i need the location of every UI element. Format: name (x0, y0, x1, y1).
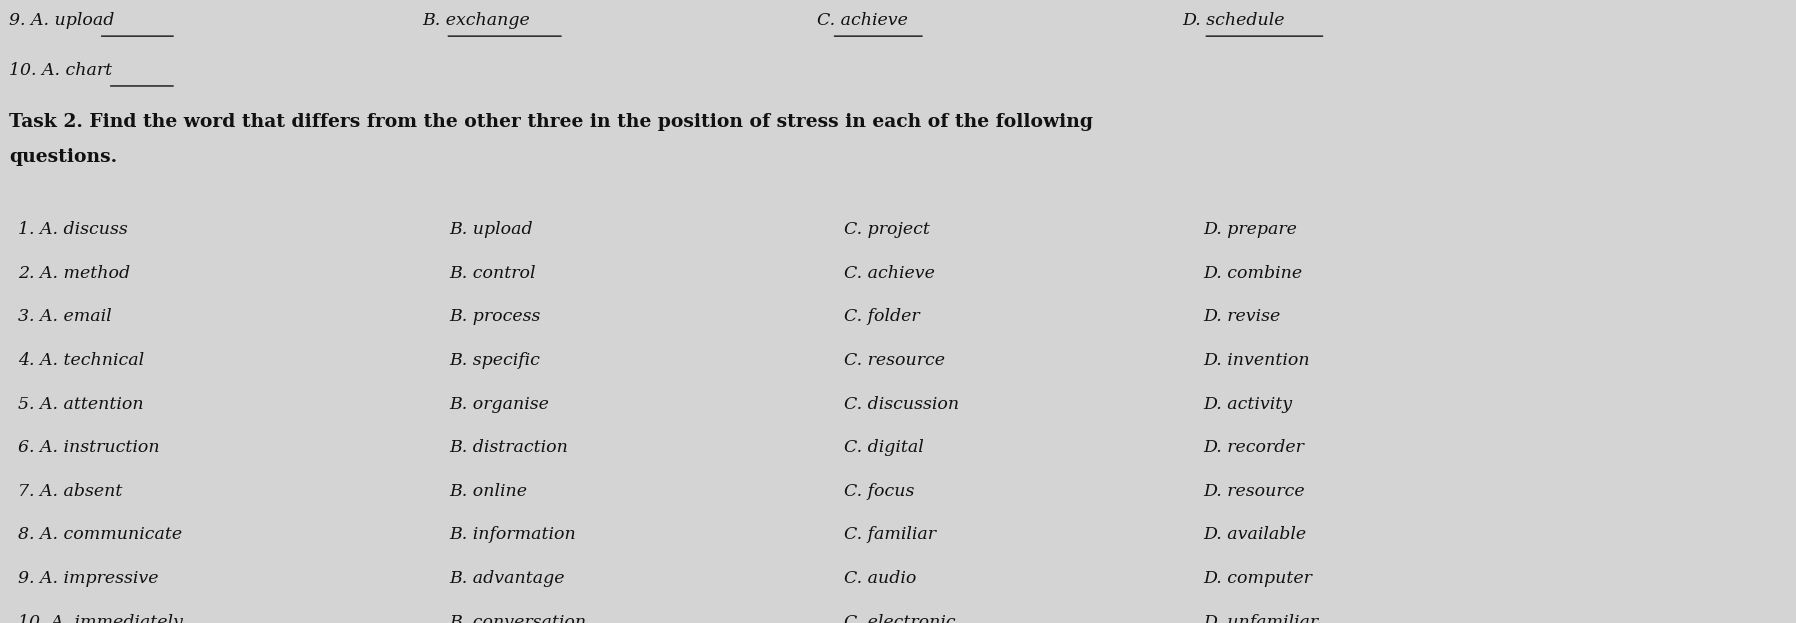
Text: B. organise: B. organise (449, 396, 550, 412)
Text: D. recorder: D. recorder (1203, 439, 1304, 456)
Text: C. folder: C. folder (844, 308, 920, 325)
Text: D. unfamiliar: D. unfamiliar (1203, 614, 1318, 623)
Text: C. familiar: C. familiar (844, 526, 936, 543)
Text: B. online: B. online (449, 483, 526, 500)
Text: D. prepare: D. prepare (1203, 221, 1297, 238)
Text: 8. A. communicate: 8. A. communicate (18, 526, 181, 543)
Text: B. information: B. information (449, 526, 577, 543)
Text: 1. A. discuss: 1. A. discuss (18, 221, 128, 238)
Text: B. specific: B. specific (449, 352, 541, 369)
Text: B. distraction: B. distraction (449, 439, 568, 456)
Text: D. available: D. available (1203, 526, 1306, 543)
Text: D. combine: D. combine (1203, 265, 1302, 282)
Text: C. electronic: C. electronic (844, 614, 955, 623)
Text: C. achieve: C. achieve (844, 265, 936, 282)
Text: 9. A. upload: 9. A. upload (9, 12, 115, 29)
Text: 10. A. chart: 10. A. chart (9, 62, 111, 79)
Text: 9. A. impressive: 9. A. impressive (18, 570, 158, 587)
Text: C. achieve: C. achieve (817, 12, 909, 29)
Text: B. advantage: B. advantage (449, 570, 564, 587)
Text: B. upload: B. upload (449, 221, 533, 238)
Text: B. control: B. control (449, 265, 535, 282)
Text: 4. A. technical: 4. A. technical (18, 352, 144, 369)
Text: B. conversation: B. conversation (449, 614, 585, 623)
Text: 3. A. email: 3. A. email (18, 308, 111, 325)
Text: C. audio: C. audio (844, 570, 916, 587)
Text: C. digital: C. digital (844, 439, 923, 456)
Text: 10. A. immediately: 10. A. immediately (18, 614, 183, 623)
Text: D. schedule: D. schedule (1182, 12, 1284, 29)
Text: 7. A. absent: 7. A. absent (18, 483, 122, 500)
Text: D. computer: D. computer (1203, 570, 1313, 587)
Text: C. discussion: C. discussion (844, 396, 959, 412)
Text: questions.: questions. (9, 148, 117, 166)
Text: D. activity: D. activity (1203, 396, 1293, 412)
Text: B. process: B. process (449, 308, 541, 325)
Text: 2. A. method: 2. A. method (18, 265, 129, 282)
Text: B. exchange: B. exchange (422, 12, 530, 29)
Text: D. invention: D. invention (1203, 352, 1309, 369)
Text: Task 2. Find the word that differs from the other three in the position of stres: Task 2. Find the word that differs from … (9, 113, 1094, 131)
Text: 5. A. attention: 5. A. attention (18, 396, 144, 412)
Text: C. project: C. project (844, 221, 930, 238)
Text: D. resource: D. resource (1203, 483, 1306, 500)
Text: 6. A. instruction: 6. A. instruction (18, 439, 160, 456)
Text: C. focus: C. focus (844, 483, 914, 500)
Text: C. resource: C. resource (844, 352, 945, 369)
Text: D. revise: D. revise (1203, 308, 1281, 325)
